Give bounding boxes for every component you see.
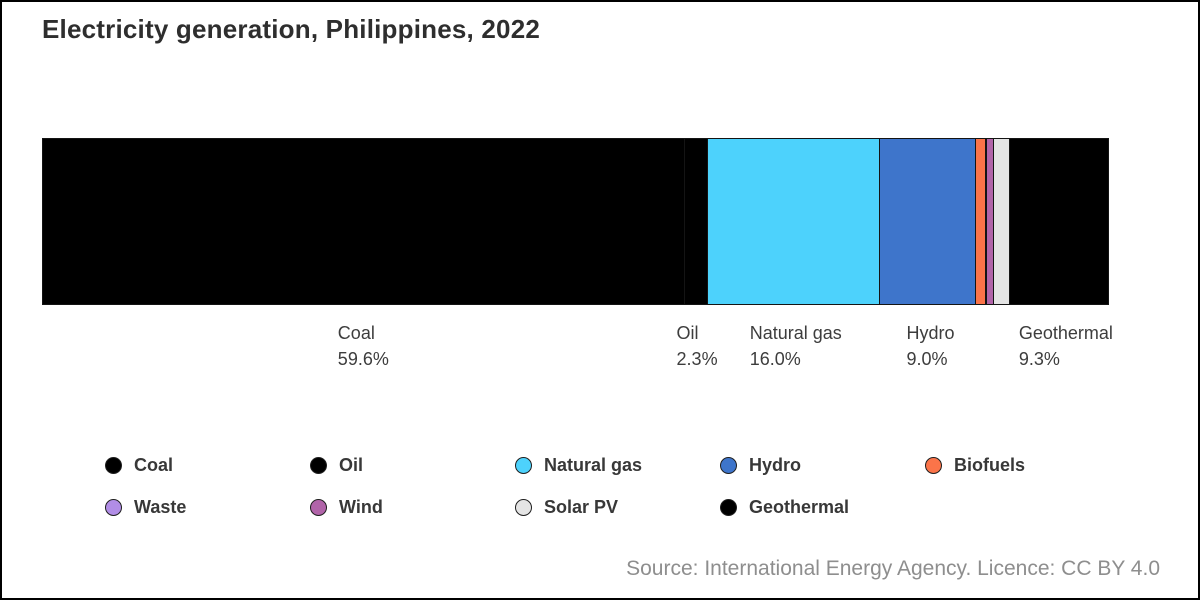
legend-item-label: Natural gas — [544, 454, 643, 475]
chart-title: Electricity generation, Philippines, 202… — [42, 14, 541, 44]
legend-item-coal[interactable]: Coal — [105, 455, 310, 476]
legend-item-biofuels[interactable]: Biofuels — [925, 455, 1130, 476]
segment-label-value: 9.3% — [1018, 349, 1060, 369]
legend-item-label: Wind — [339, 496, 383, 517]
bar-labels-layer: Coal 59.6% Oil 2.3% Natural gas 16.0% Hydro 9.0… — [42, 320, 1116, 380]
stacked-bar — [42, 138, 1116, 305]
segment-label-oil: Oil 2.3% — [677, 320, 718, 372]
legend-item-oil[interactable]: Oil — [310, 455, 515, 476]
segment-label-name: Natural gas — [749, 323, 842, 343]
legend-dot-icon — [515, 498, 532, 516]
legend-dot-icon — [310, 456, 327, 474]
legend-item-hydro[interactable]: Hydro — [720, 455, 925, 476]
legend-dot-icon — [105, 456, 122, 474]
bar-segment-geothermal[interactable] — [1008, 138, 1109, 305]
legend: Coal Oil Natural gas Hydro Biofuels Waste Wind… — [105, 444, 1130, 528]
legend-dot-icon — [720, 498, 737, 516]
legend-dot-icon — [105, 498, 122, 516]
bar-segment-oil[interactable] — [683, 138, 709, 305]
legend-item-geothermal[interactable]: Geothermal — [720, 497, 925, 518]
segment-label-value: 9.0% — [906, 349, 948, 369]
segment-label-name: Coal — [337, 323, 375, 343]
bar-segment-coal[interactable] — [42, 138, 685, 305]
legend-item-label: Biofuels — [954, 454, 1026, 475]
segment-label-name: Hydro — [906, 323, 955, 343]
segment-label-hydro: Hydro 9.0% — [907, 320, 955, 372]
legend-item-label: Oil — [339, 454, 364, 475]
legend-dot-icon — [310, 498, 327, 516]
legend-item-waste[interactable]: Waste — [105, 497, 310, 518]
bar-segment-solar-pv[interactable] — [993, 138, 1010, 305]
source-note: Source: International Energy Agency. Lic… — [626, 557, 1160, 580]
legend-item-label: Solar PV — [544, 496, 619, 517]
legend-item-label: Geothermal — [749, 496, 850, 517]
segment-label-coal: Coal 59.6% — [338, 320, 389, 372]
segment-label-natural-gas: Natural gas 16.0% — [750, 320, 842, 372]
bar-segment-natural-gas[interactable] — [707, 138, 880, 305]
segment-label-value: 16.0% — [749, 349, 801, 369]
legend-item-label: Waste — [134, 496, 187, 517]
segment-label-name: Oil — [676, 323, 699, 343]
legend-item-solar-pv[interactable]: Solar PV — [515, 497, 720, 518]
bar-segment-hydro[interactable] — [878, 138, 977, 305]
legend-item-label: Coal — [134, 454, 174, 475]
legend-dot-icon — [925, 456, 942, 474]
legend-item-wind[interactable]: Wind — [310, 497, 515, 518]
segment-label-value: 59.6% — [337, 349, 389, 369]
segment-label-name: Geothermal — [1018, 323, 1113, 343]
legend-dot-icon — [515, 456, 532, 474]
legend-item-label: Hydro — [749, 454, 802, 475]
legend-dot-icon — [720, 456, 737, 474]
segment-label-geothermal: Geothermal 9.3% — [1019, 320, 1113, 372]
segment-label-value: 2.3% — [676, 349, 718, 369]
legend-item-natural-gas[interactable]: Natural gas — [515, 455, 720, 476]
